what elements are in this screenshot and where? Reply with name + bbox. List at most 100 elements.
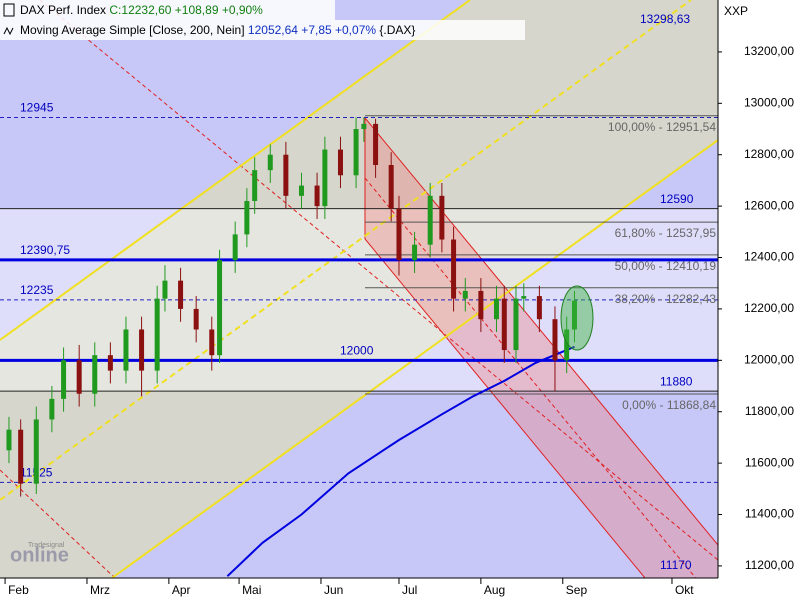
candle-body (18, 429, 24, 484)
candle-body (162, 280, 168, 299)
candle-body (267, 154, 273, 171)
candle-body (564, 329, 570, 361)
indicator-name: Moving Average Simple [Close, 200, Nein] (20, 23, 245, 37)
logo: online (10, 544, 69, 566)
candle-body (298, 185, 304, 196)
candle-body (427, 195, 433, 245)
x-tick-label: Jul (402, 583, 417, 597)
candle-body (536, 296, 542, 320)
header-bg (0, 0, 335, 20)
candle-body (61, 360, 67, 399)
y-tick-label: 12800,00 (744, 147, 794, 161)
title: DAX Perf. Index (20, 3, 106, 17)
candle-body (139, 329, 145, 371)
candle-body (209, 329, 215, 356)
highlight-ellipse (560, 285, 594, 351)
level-label: 12590 (660, 192, 694, 206)
candle-body (353, 129, 359, 176)
red-trend-line (0, 469, 116, 578)
candle-body (462, 290, 468, 299)
candle-body (373, 123, 379, 165)
header-icon[interactable] (3, 3, 15, 17)
candle-body (217, 260, 223, 356)
y-tick-label: 11800,00 (745, 404, 794, 418)
level-label: 12390,75 (20, 243, 70, 257)
plot-area: 129451259012390,751223512000118801152510… (0, 0, 718, 578)
x-tick-label: Sep (566, 583, 588, 597)
candle-body (49, 398, 55, 420)
candle-body (396, 208, 402, 261)
y-tick-label: 13000,00 (744, 95, 794, 109)
axis-label: XXP (724, 4, 748, 18)
candle-body (478, 290, 484, 320)
candle-body (552, 319, 558, 361)
x-tick-label: Apr (172, 583, 191, 597)
x-tick-label: Jun (324, 583, 343, 597)
candle-body (92, 355, 98, 394)
indicator-quote: 12052,64 +7,85 +0,07% (248, 23, 376, 37)
x-tick-label: Mai (242, 583, 261, 597)
candle-body (412, 244, 418, 261)
candle-body (337, 149, 343, 176)
level-label: 12000 (340, 343, 374, 357)
symbol: {.DAX} (379, 23, 415, 37)
candle-body (244, 200, 250, 235)
candle-body (571, 300, 577, 330)
fib-label: 38,20% - 12282,43 (615, 292, 717, 306)
yellow-channel-upper (0, 0, 471, 341)
candle-body (232, 234, 238, 261)
fib-label: 100,00% - 12951,54 (608, 120, 716, 134)
candle-body (493, 298, 499, 320)
candle-body (361, 123, 367, 130)
candle-body (513, 298, 519, 351)
candle-body (76, 360, 82, 394)
channel-fill (0, 0, 718, 578)
candle-body (193, 308, 199, 330)
x-tick-label: Mrz (90, 583, 110, 597)
candle-body (178, 280, 184, 309)
candle-body (439, 195, 445, 240)
y-tick-label: 11200,00 (745, 558, 794, 572)
candle-body (388, 164, 394, 209)
header-icon[interactable] (3, 26, 14, 36)
fib-label: 61,80% - 12537,95 (615, 226, 717, 240)
header-line: Moving Average Simple [Close, 200, Nein]… (20, 23, 415, 37)
level-label: 12235 (20, 283, 54, 297)
candle-body (123, 329, 129, 371)
header-line: DAX Perf. Index C:12232,60 +108,89 +0,90… (20, 3, 263, 17)
y-tick-label: 12400,00 (744, 250, 794, 264)
candle-body (322, 149, 328, 207)
red-channel-mid (364, 177, 697, 578)
fib-label: 50,00% - 12410,19 (615, 259, 717, 273)
level-label: 12945 (20, 101, 54, 115)
y-tick-label: 13200,00 (744, 44, 794, 58)
candle-body (451, 239, 457, 299)
y-tick-label: 12600,00 (744, 198, 794, 212)
level-label: 11880 (660, 374, 693, 388)
candle-body (521, 296, 527, 299)
candle-body (6, 429, 12, 451)
moving-average-line (226, 345, 575, 577)
header-bg (0, 20, 525, 40)
x-tick-label: Okt (675, 583, 694, 597)
annotation: 11170 (660, 558, 692, 572)
y-tick-label: 12000,00 (744, 352, 794, 366)
candle-body (252, 170, 258, 201)
y-tick-label: 11400,00 (745, 507, 794, 521)
fib-label: 0,00% - 11868,84 (622, 398, 716, 412)
logo-small: Tradesignal (28, 542, 65, 549)
candle-body (154, 298, 160, 371)
candle-body (314, 185, 320, 207)
candle-body (283, 154, 289, 196)
candle-body (33, 419, 39, 484)
candle-body (107, 355, 113, 371)
yellow-channel-mid (0, 0, 692, 501)
y-tick-label: 12200,00 (744, 301, 794, 315)
annotation: 13298,63 (640, 12, 690, 26)
y-tick-label: 11600,00 (745, 455, 794, 469)
x-tick-label: Aug (484, 583, 505, 597)
candle-body (501, 298, 507, 351)
x-tick-label: Feb (8, 583, 29, 597)
